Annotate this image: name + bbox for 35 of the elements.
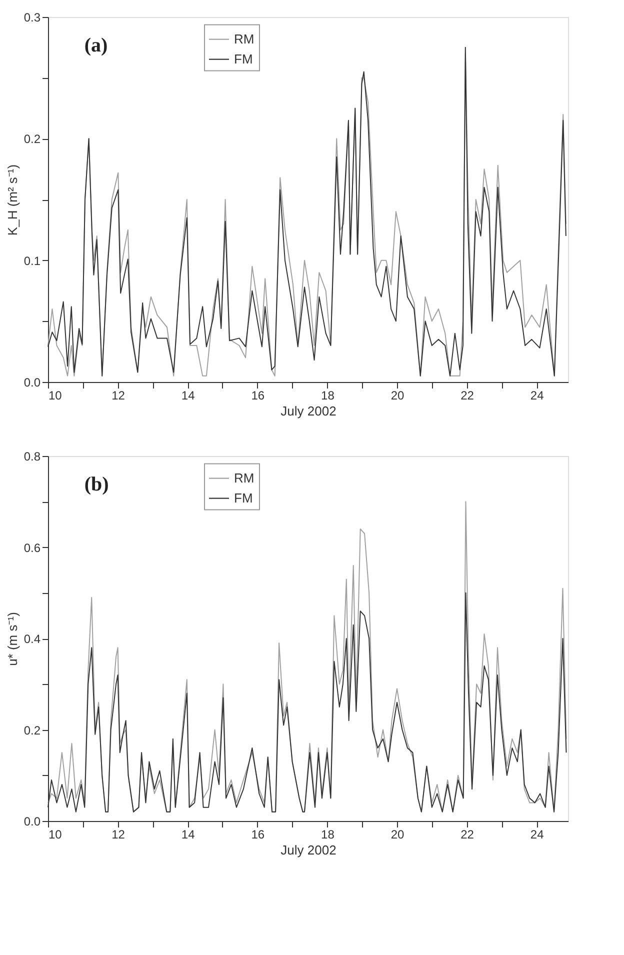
x-axis-title: July 2002 (280, 842, 336, 858)
legend-label: RM (234, 31, 254, 46)
y-axis-title: K_H (m² s⁻¹) (4, 164, 20, 236)
y-tick-label: 0.0 (24, 376, 41, 390)
x-tick-label: 12 (112, 828, 126, 842)
x-tick-label: 10 (48, 828, 62, 842)
x-tick-label: 18 (321, 828, 335, 842)
y-tick-label: 0.0 (24, 814, 41, 828)
y-tick-label: 0.6 (24, 540, 41, 555)
x-tick-label: 24 (530, 828, 544, 842)
x-tick-label: 24 (530, 388, 544, 402)
y-tick-label: 0.1 (24, 254, 41, 268)
y-tick-label: 0.4 (24, 632, 41, 646)
x-tick-label: 16 (251, 828, 265, 842)
annotation: (b) (84, 473, 109, 496)
legend-label: FM (234, 490, 253, 506)
x-tick-label: 20 (390, 828, 404, 842)
annotation: (a) (84, 34, 108, 56)
x-tick-label: 16 (251, 388, 265, 402)
x-tick-label: 18 (321, 388, 335, 402)
x-tick-label: 14 (181, 388, 196, 402)
x-tick-label: 22 (460, 828, 474, 842)
x-tick-label: 12 (112, 388, 126, 402)
y-tick-label: 0.8 (24, 450, 41, 464)
y-axis-title: u* (m s⁻¹) (4, 612, 20, 666)
y-tick-label: 0.2 (24, 132, 41, 146)
y-tick-label: 0.3 (24, 10, 41, 24)
legend-label: RM (234, 470, 254, 486)
x-axis-title: July 2002 (280, 404, 336, 418)
x-tick-label: 14 (181, 828, 196, 842)
y-tick-label: 0.2 (24, 723, 41, 738)
x-tick-label: 22 (460, 388, 474, 402)
x-tick-label: 10 (48, 388, 62, 402)
x-tick-label: 20 (390, 388, 404, 402)
legend-label: FM (234, 51, 253, 66)
